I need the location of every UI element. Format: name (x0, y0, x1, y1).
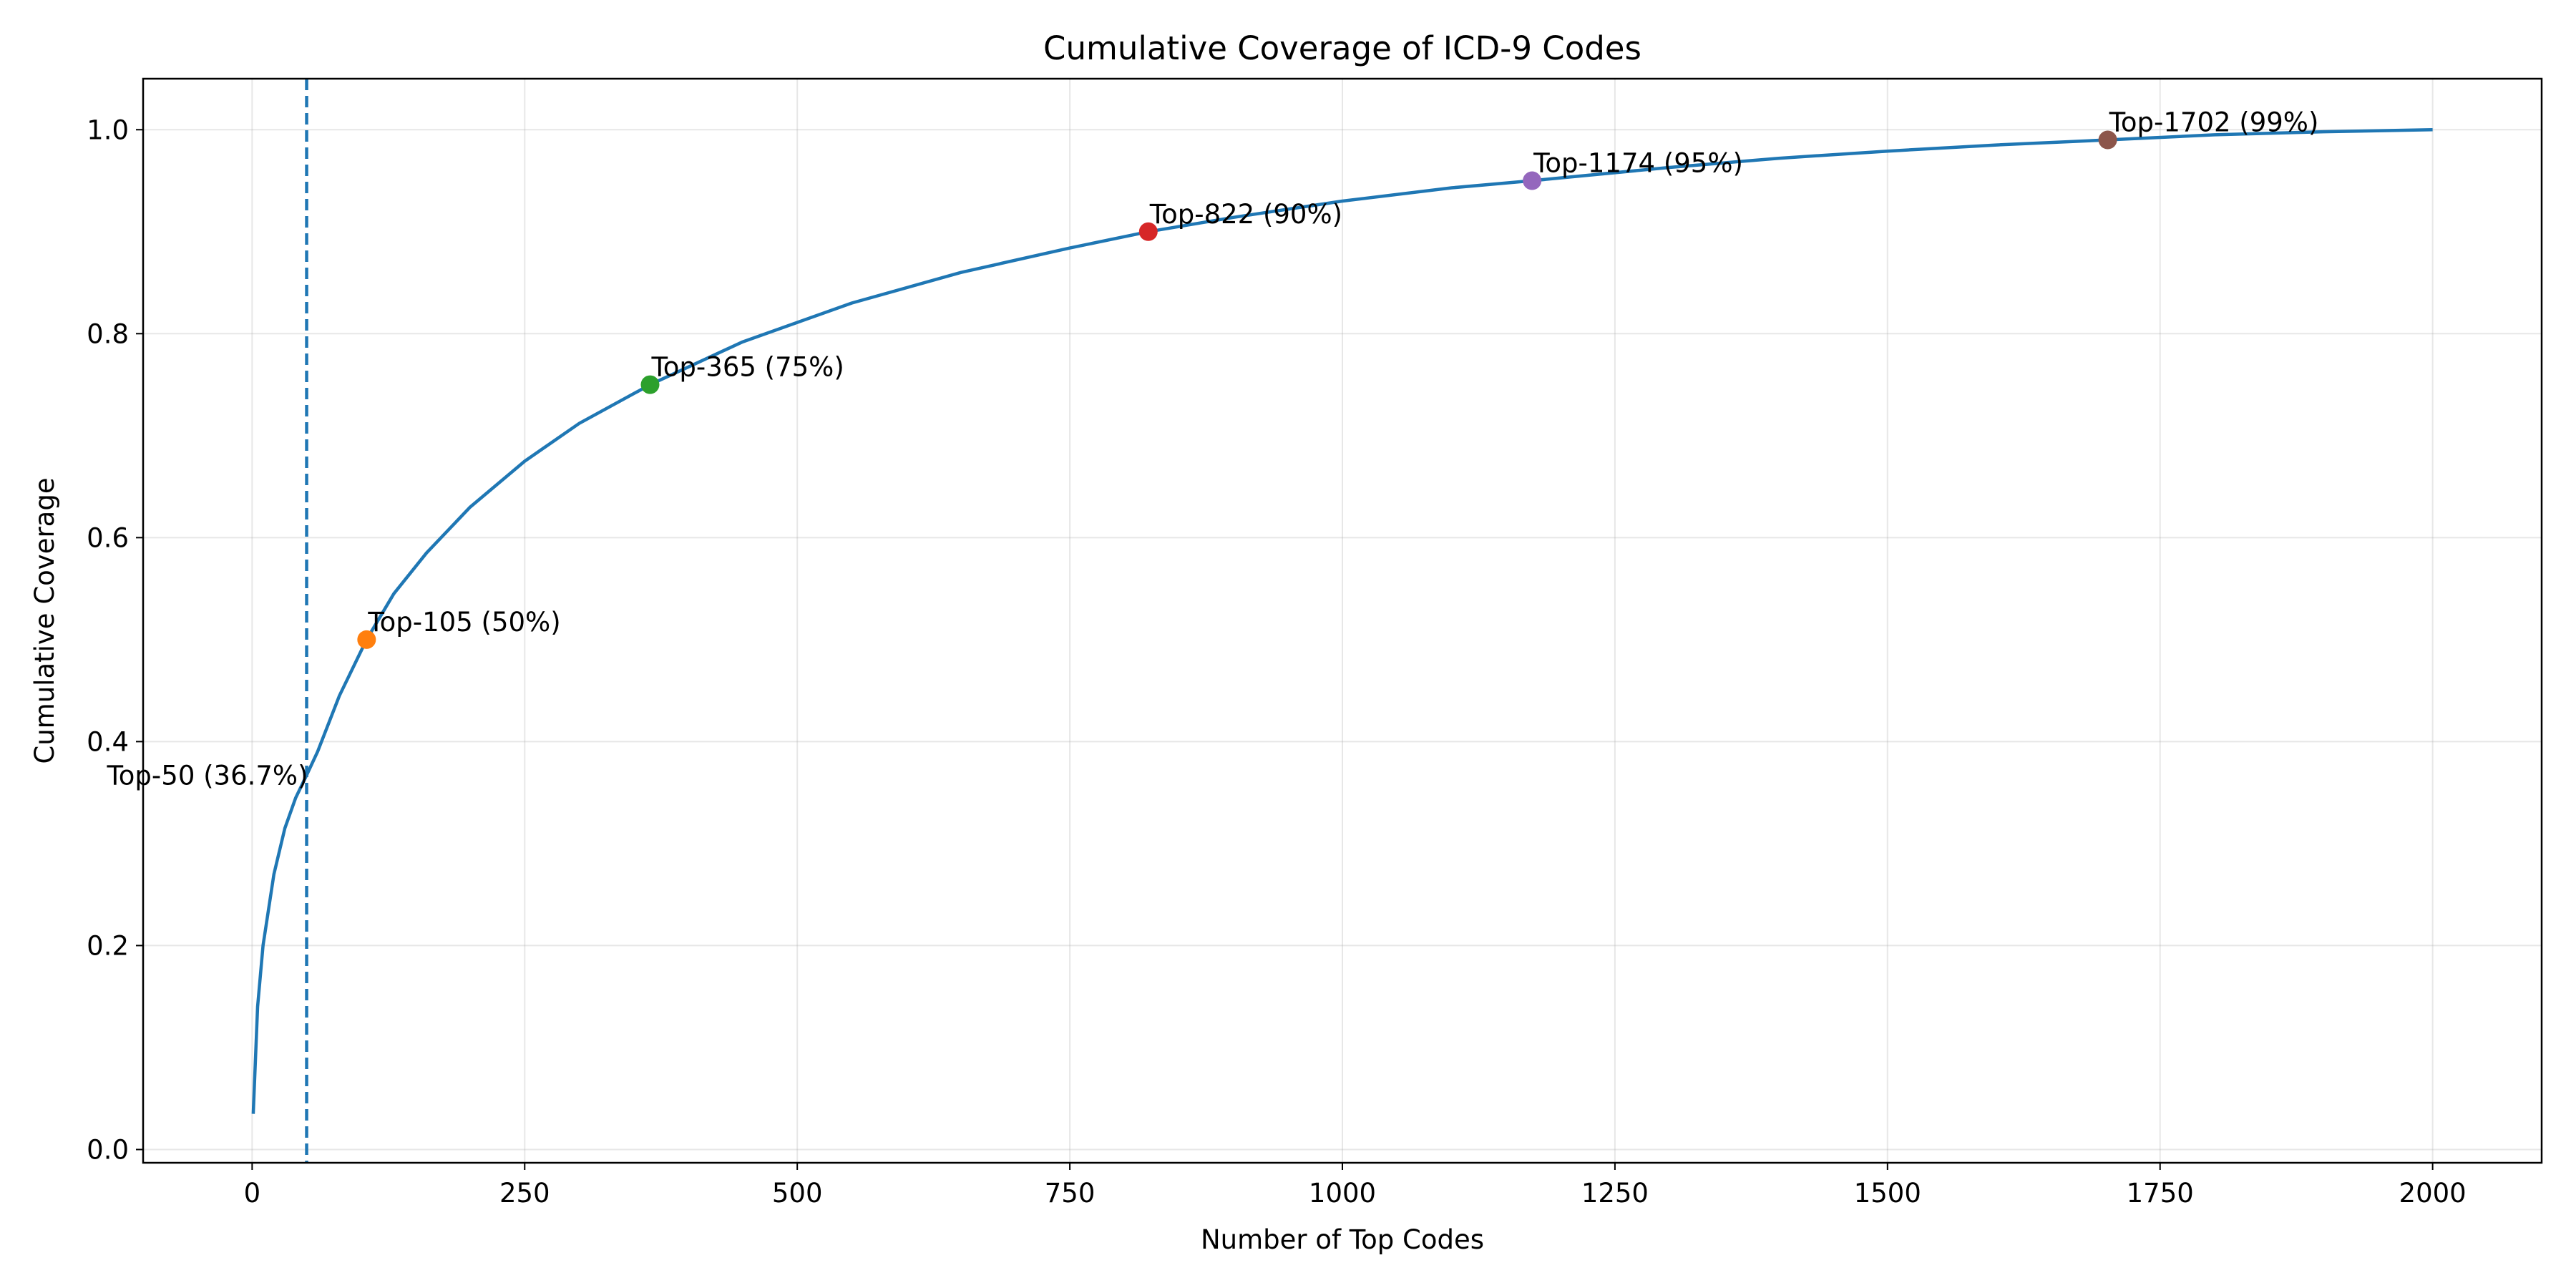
x-tick-label: 250 (499, 1178, 550, 1209)
x-tick-label: 2000 (2399, 1178, 2467, 1209)
y-tick-label: 0.4 (87, 726, 129, 757)
x-tick-label: 1250 (1581, 1178, 1649, 1209)
threshold-label: Top-1174 (95%) (1533, 148, 1743, 179)
x-tick-label: 750 (1045, 1178, 1096, 1209)
threshold-marker (1523, 171, 1542, 190)
threshold-marker (357, 630, 376, 649)
chart-title: Cumulative Coverage of ICD-9 Codes (1043, 29, 1641, 67)
y-tick-label: 0.2 (87, 930, 129, 961)
x-axis-title: Number of Top Codes (1201, 1224, 1484, 1255)
threshold-label: Top-105 (50%) (367, 607, 560, 638)
y-tick-label: 0.8 (87, 318, 129, 349)
threshold-marker (2098, 130, 2117, 150)
top-50-annotation: Top-50 (36.7%) (106, 760, 308, 791)
coverage-series-line (251, 128, 2433, 1114)
grid (143, 79, 2542, 1163)
plot-data: Top-50 (36.7%) Top-105 (50%) Top-365 (75%)… (106, 79, 2433, 1163)
x-tick-label: 500 (772, 1178, 823, 1209)
threshold-label: Top-822 (90%) (1149, 199, 1342, 230)
x-tick-label: 1750 (2127, 1178, 2194, 1209)
y-tick-label: 0.0 (87, 1134, 129, 1165)
y-tick-label: 1.0 (87, 114, 129, 145)
threshold-marker (640, 375, 660, 394)
y-tick-label: 0.6 (87, 522, 129, 553)
threshold-marker (1138, 222, 1158, 241)
x-tick-label: 0 (244, 1178, 261, 1209)
x-tick-label: 1000 (1309, 1178, 1376, 1209)
x-tick-label: 1500 (1854, 1178, 1921, 1209)
axis-ticks: 0 250 500 750 1000 1250 1500 1750 2000 0.0 0.2 0.4 0… (87, 114, 2467, 1209)
threshold-label: Top-365 (75%) (650, 352, 844, 383)
y-axis-title: Cumulative Coverage (29, 477, 60, 763)
threshold-label: Top-1702 (99%) (2109, 107, 2319, 138)
